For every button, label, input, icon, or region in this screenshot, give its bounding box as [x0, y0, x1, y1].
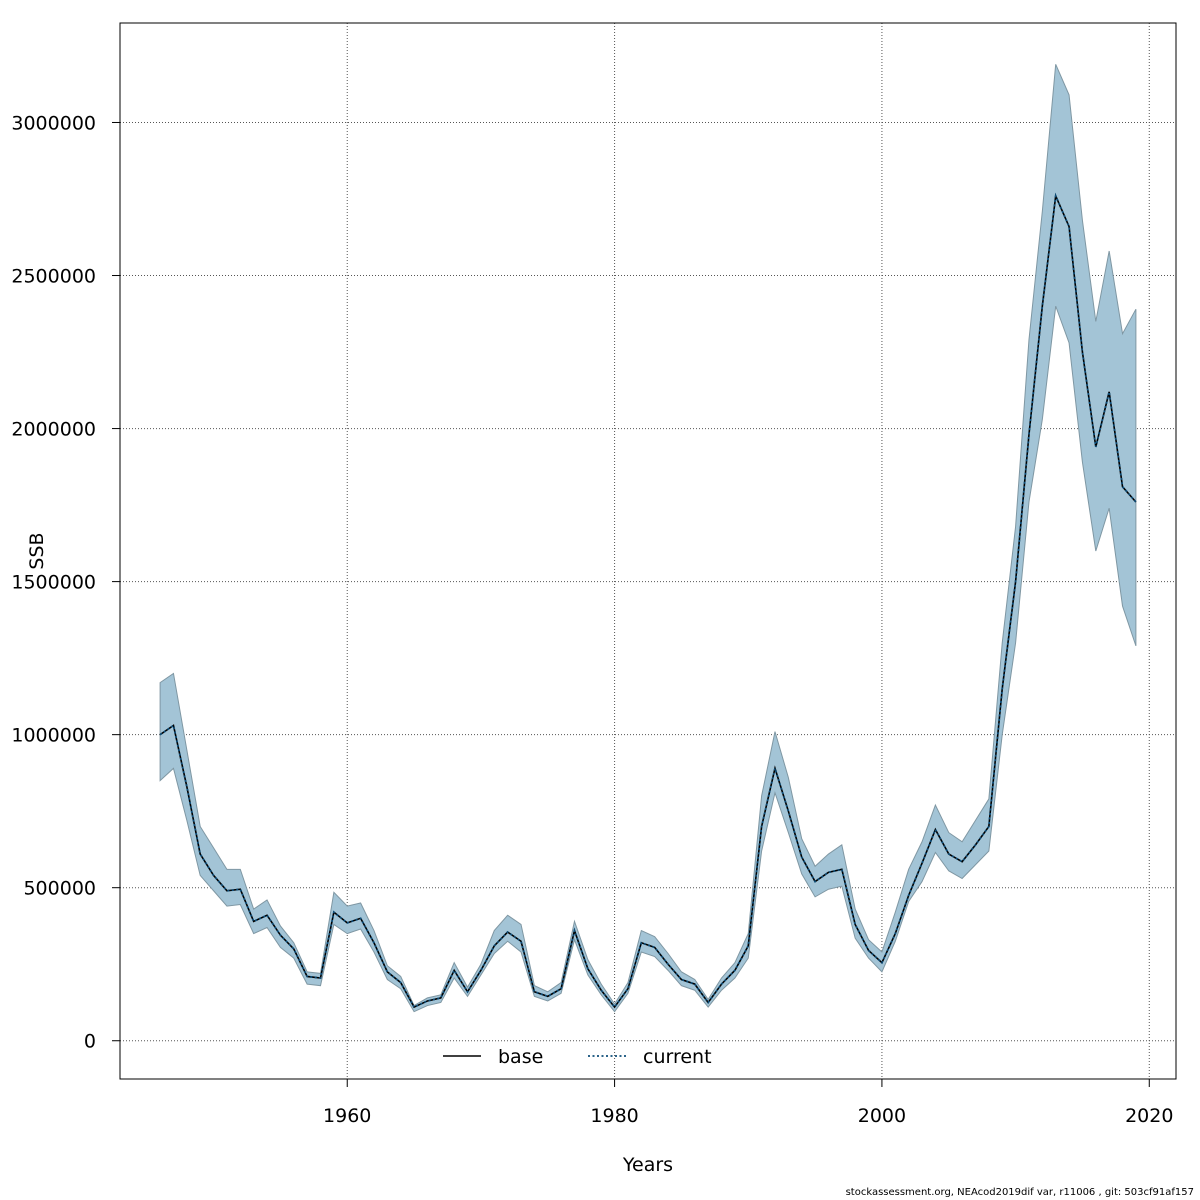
y-axis-title: SSB [26, 532, 48, 569]
legend: base current [443, 1046, 712, 1068]
x-tick-label: 2020 [1125, 1105, 1173, 1127]
series-line-base [159, 192, 1137, 1009]
legend-label-current: current [643, 1046, 712, 1068]
x-tick-label: 1960 [323, 1105, 371, 1127]
x-tick-label: 1980 [590, 1105, 638, 1127]
confidence-band [159, 64, 1137, 1013]
plot-frame [119, 22, 1177, 1080]
x-axis: 1960 1980 2000 2020 [323, 1079, 1173, 1127]
series-line-current [159, 192, 1137, 1009]
y-tick-label: 500000 [23, 878, 96, 900]
y-axis: 0 500000 1000000 1500000 2000000 2500000 30000… [11, 112, 120, 1053]
footer-note: stockassessment.org, NEAcod2019dif var, … [845, 1187, 1194, 1198]
y-tick-label: 1500000 [11, 572, 96, 594]
y-tick-label: 2000000 [11, 419, 96, 441]
y-tick-label: 2500000 [11, 266, 96, 288]
legend-label-base: base [498, 1046, 543, 1068]
x-tick-label: 2000 [858, 1105, 906, 1127]
x-axis-title: Years [622, 1154, 673, 1176]
y-tick-label: 1000000 [11, 725, 96, 747]
y-tick-label: 3000000 [11, 112, 96, 134]
y-tick-label: 0 [84, 1031, 96, 1053]
